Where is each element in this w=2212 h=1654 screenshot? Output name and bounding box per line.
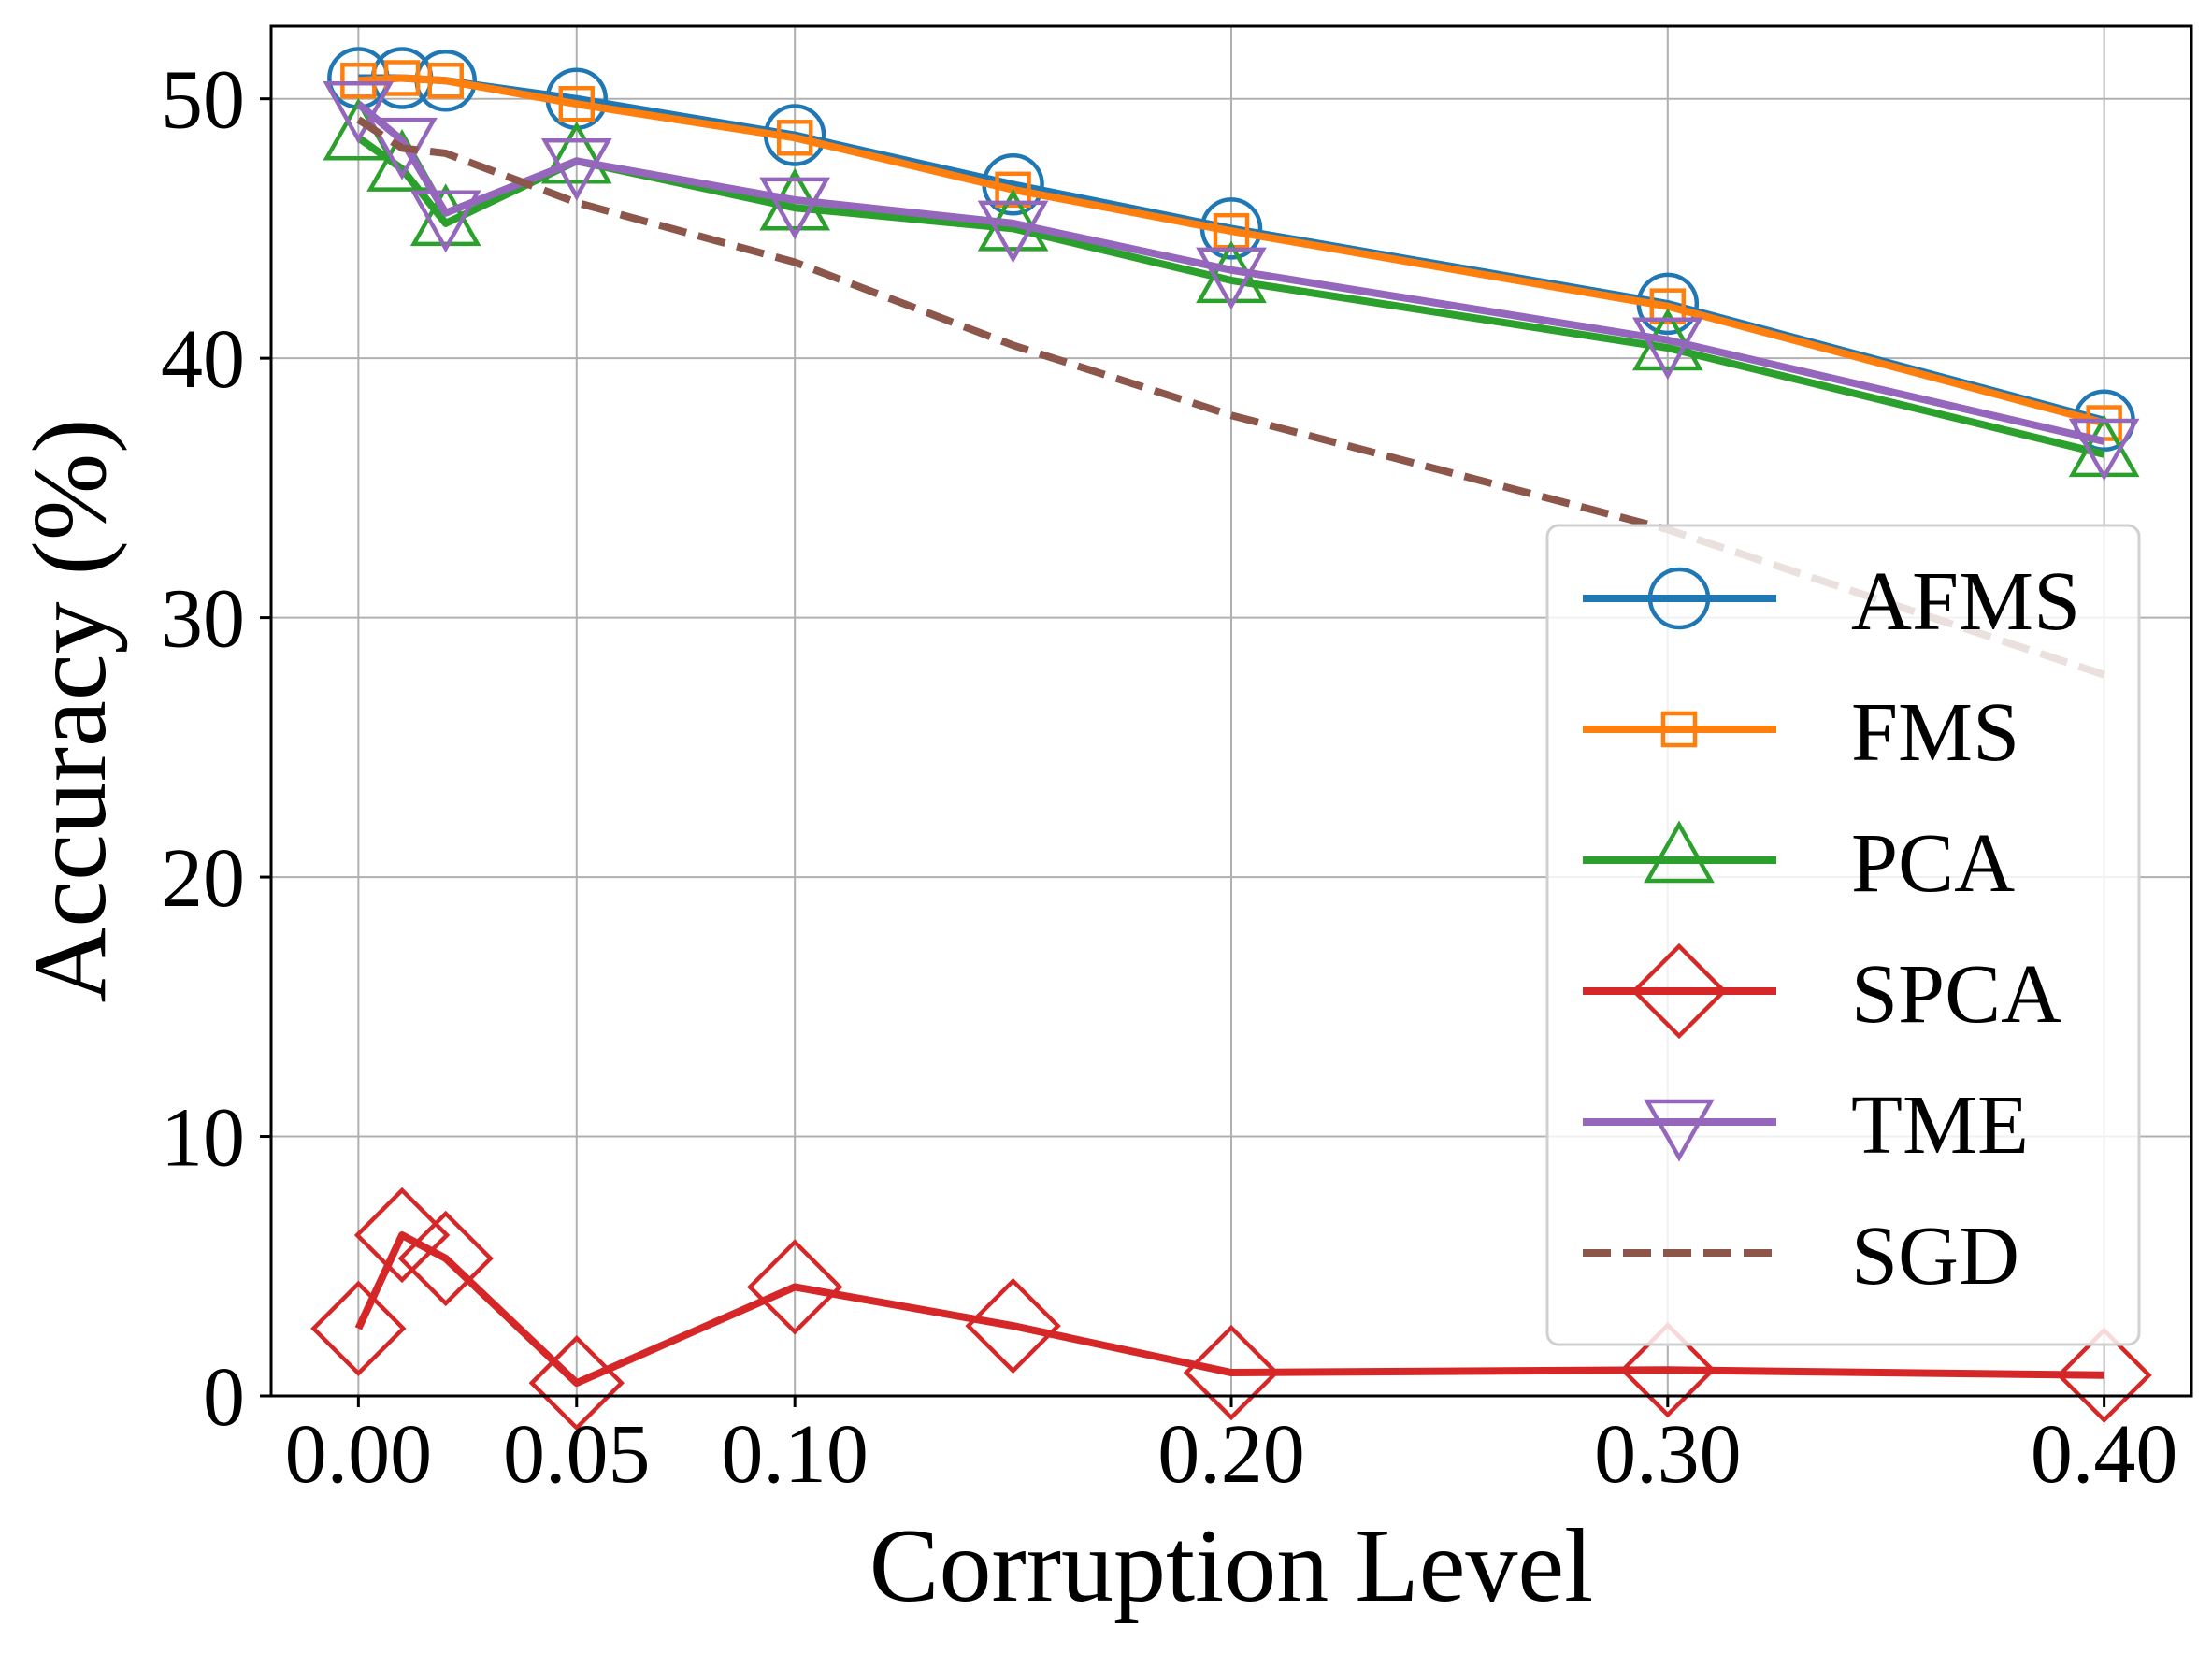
data-point-tme [2068,418,2140,482]
x-tick-label: 0.05 [503,1408,651,1501]
legend-label-afms: AFMS [1851,555,2080,648]
legend-box [1545,524,2141,1346]
y-axis: 0 10 20 30 40 50 [161,54,271,1444]
x-axis: 0.00 0.05 0.10 0.20 0.30 0.40 [285,1396,2178,1501]
data-point-tme [977,200,1049,264]
data-point-fms [995,171,1031,209]
data-point-spca [353,1187,451,1284]
y-tick-label: 20 [161,832,245,925]
data-point-spca [1183,1324,1280,1421]
data-point-tme [409,190,481,253]
x-tick-label: 0.00 [285,1408,433,1501]
legend-marker-pca [1644,820,1715,884]
data-point-tme [540,138,612,201]
legend-entry-sgd: SGD [1583,1210,2019,1302]
x-tick-label: 0.30 [1594,1408,1742,1501]
legend-entry-tme: TME [1583,1079,2029,1172]
data-point-fms [776,120,813,156]
data-point-fms [1649,288,1687,324]
series-tme [323,80,2140,482]
legend-entry-spca: SPCA [1583,942,2061,1041]
data-point-pca [409,183,481,247]
data-point-fms [383,60,421,96]
data-point-pca [540,121,612,184]
data-point-tme [1631,317,1703,381]
legend-entry-fms: FMS [1583,686,2019,779]
y-tick-label: 50 [161,54,245,147]
x-tick-label: 0.20 [1157,1408,1305,1501]
data-point-spca [528,1334,625,1431]
x-tick-label: 0.10 [721,1408,869,1501]
data-point-spca [2056,1327,2152,1423]
data-point-spca [746,1239,843,1335]
data-point-fms [558,85,596,122]
data-point-fms [427,63,464,99]
legend-marker-spca [1630,942,1728,1040]
legend-label-fms: FMS [1851,686,2019,779]
y-tick-label: 30 [161,573,245,666]
data-point-spca [310,1280,407,1377]
legend-label-pca: PCA [1851,817,2015,910]
series-spca [310,1187,2152,1431]
series-line-sgd [356,116,2105,679]
x-tick-label: 0.40 [2031,1408,2178,1501]
y-tick-label: 0 [203,1351,245,1444]
y-tick-label: 10 [161,1092,245,1185]
y-tick-label: 40 [161,313,245,406]
series-line-tme [355,101,2105,445]
legend: AFMS FMS PCA SPCA TME SGD [1545,524,2141,1346]
legend-marker-fms [1660,711,1698,748]
data-point-spca [965,1277,1061,1374]
legend-marker-afms [1647,567,1711,630]
legend-entry-pca: PCA [1583,817,2015,910]
legend-label-sgd: SGD [1851,1210,2019,1302]
y-axis-label: Accuracy (%) [12,419,128,1003]
data-point-tme [323,80,395,144]
data-point-spca [1619,1322,1716,1418]
legend-label-spca: SPCA [1851,948,2061,1041]
data-point-fms [340,63,377,99]
data-point-tme [1196,247,1267,310]
data-point-tme [759,177,831,240]
data-point-spca [397,1210,494,1307]
series-sgd [356,116,2105,679]
series-layer [310,47,2152,1431]
legend-label-tme: TME [1851,1079,2029,1172]
x-axis-label: Corruption Level [869,1508,1593,1624]
legend-entry-afms: AFMS [1583,555,2080,648]
series-line-pca [356,135,2105,458]
legend-marker-tme [1644,1099,1715,1162]
